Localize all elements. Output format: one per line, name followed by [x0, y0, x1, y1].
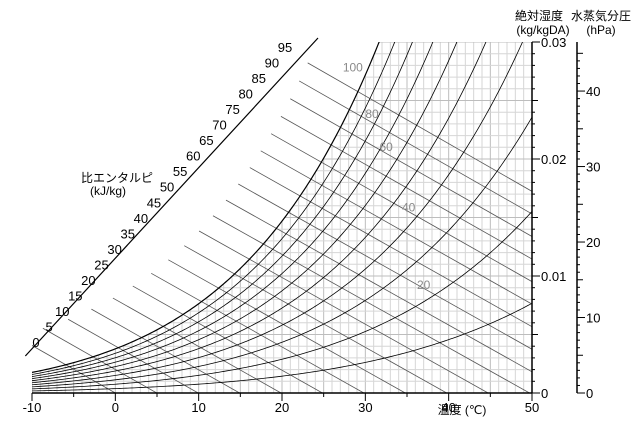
- enthalpy-tick-label: 70: [212, 118, 226, 133]
- enthalpy-line: [270, 133, 532, 282]
- rh-label: 80: [365, 107, 379, 121]
- grid: [32, 42, 532, 393]
- axes: [24, 37, 585, 401]
- rh-curve: [32, 42, 380, 374]
- vapor-pressure-tick-label: 20: [586, 235, 600, 250]
- enthalpy-line: [290, 98, 532, 237]
- enthalpy-line: [112, 297, 282, 393]
- abs-humidity-tick-label: 0.03: [541, 35, 566, 50]
- enthalpy-tick-label: 35: [121, 226, 135, 241]
- enthalpy-tick-label: 75: [225, 102, 239, 117]
- enthalpy-line: [307, 62, 532, 192]
- enthalpy-line: [238, 183, 532, 350]
- abs-humidity-axis-title: 絶対湿度: [515, 8, 563, 23]
- enthalpy-tick-label: 90: [265, 56, 279, 71]
- enthalpy-tick-label: 40: [134, 211, 148, 226]
- enthalpy-tick-label: 30: [107, 242, 121, 257]
- enthalpy-tick-label: 5: [45, 319, 52, 334]
- enthalpy-line: [198, 230, 489, 393]
- vapor-pressure-tick-label: 40: [586, 84, 600, 99]
- enthalpy-tick-label: 50: [160, 180, 174, 195]
- enthalpy-line: [184, 245, 447, 393]
- enthalpy-line: [260, 150, 532, 305]
- rh-curve: [32, 42, 487, 384]
- enthalpy-line: [298, 80, 532, 215]
- enthalpy-tick-label: 65: [199, 133, 213, 148]
- enthalpy-tick-label: 80: [238, 87, 252, 102]
- abs-humidity-tick-label: 0: [541, 386, 548, 401]
- enthalpy-line: [249, 167, 532, 328]
- x-axis-title: 温度 (℃): [438, 402, 487, 417]
- relative-humidity-curves: [32, 42, 532, 392]
- enthalpy-line: [212, 215, 530, 393]
- rh-label: 60: [379, 140, 393, 154]
- rh-label: 100: [343, 60, 363, 74]
- enthalpy-line: [67, 318, 199, 393]
- rh-curve: [32, 42, 523, 386]
- rh-curve: [32, 42, 396, 375]
- x-tick-label: -10: [23, 400, 42, 415]
- enthalpy-axis-title: 比エンタルピ: [81, 171, 153, 185]
- enthalpy-tick-label: 10: [55, 304, 69, 319]
- enthalpy-tick-label: 45: [147, 195, 161, 210]
- enthalpy-tick-label: 60: [186, 149, 200, 164]
- x-tick-label: 30: [358, 400, 372, 415]
- vapor-pressure-axis-title: 水蒸気分圧: [571, 8, 631, 23]
- vapor-pressure-tick-label: 0: [586, 386, 593, 401]
- enthalpy-tick-label: 95: [278, 40, 292, 55]
- enthalpy-line: [151, 272, 365, 393]
- enthalpy-scale-line: [24, 37, 319, 357]
- enthalpy-tick-label: 15: [68, 288, 82, 303]
- enthalpy-tick-label: 55: [173, 164, 187, 179]
- enthalpy-line: [225, 199, 532, 373]
- enthalpy-line: [280, 116, 532, 260]
- vapor-pressure-axis-unit: (hPa): [586, 23, 615, 37]
- enthalpy-line: [91, 308, 240, 393]
- x-tick-label: 10: [191, 400, 205, 415]
- abs-humidity-tick-label: 0.02: [541, 152, 566, 167]
- labels: 1008060402005101520253035404550556065707…: [23, 8, 631, 417]
- abs-humidity-tick-label: 0.01: [541, 269, 566, 284]
- enthalpy-tick-label: 85: [252, 71, 266, 86]
- enthalpy-line: [168, 259, 406, 393]
- rh-curve: [32, 302, 532, 392]
- enthalpy-tick-label: 0: [32, 335, 39, 350]
- rh-curve: [32, 211, 532, 390]
- rh-curve: [32, 42, 434, 380]
- x-tick-label: 0: [112, 400, 119, 415]
- enthalpy-tick-label: 25: [94, 257, 108, 272]
- vapor-pressure-tick-label: 30: [586, 160, 600, 175]
- enthalpy-line: [132, 285, 323, 393]
- x-tick-label: 40: [441, 400, 455, 415]
- abs-humidity-axis-unit: (kg/kgDA): [516, 23, 569, 37]
- enthalpy-tick-label: 20: [81, 273, 95, 288]
- rh-curve: [32, 42, 458, 382]
- rh-curve: [32, 116, 532, 388]
- enthalpy-axis-unit: (kJ/kg): [90, 184, 126, 198]
- x-tick-label: 50: [525, 400, 539, 415]
- rh-label: 20: [417, 278, 431, 292]
- rh-label: 40: [402, 201, 416, 215]
- x-tick-label: 20: [275, 400, 289, 415]
- rh-curve: [32, 42, 413, 377]
- vapor-pressure-tick-label: 10: [586, 311, 600, 326]
- enthalpy-lines: [32, 62, 532, 393]
